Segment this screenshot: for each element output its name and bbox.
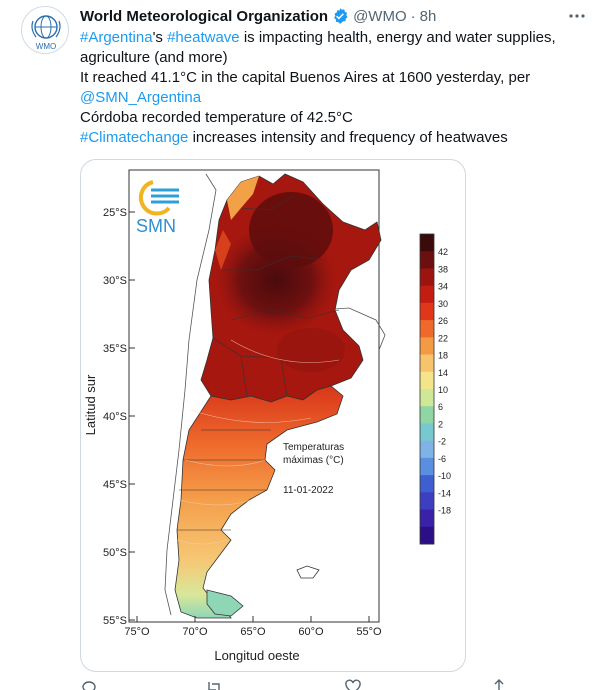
lat-tick-label: 30°S: [103, 275, 127, 287]
colorbar-label: 6: [438, 402, 443, 412]
andes-strip: [215, 230, 231, 270]
colorbar-segment: [420, 320, 434, 338]
tweet-header: World Meteorological Organization @WMO ·…: [80, 6, 436, 26]
colorbar-segment: [420, 371, 434, 390]
share-icon[interactable]: [490, 678, 508, 690]
avatar-label: WMO: [36, 42, 56, 51]
lat-axis: 25°S 30°S 35°S 40°S 45°S 50°S 55°S: [103, 207, 135, 627]
text-segment: is impacting health, energy and water su…: [80, 29, 556, 66]
colorbar-segment: [420, 389, 434, 407]
colorbar-segment: [420, 492, 434, 511]
text-line-3: @SMN_Argentina: [80, 88, 580, 108]
text-line-5: #Climatechange increases intensity and f…: [80, 128, 580, 148]
lon-tick-label: 70°O: [182, 626, 208, 638]
colorbar-label: -18: [438, 506, 451, 516]
mention-smn-argentina[interactable]: @SMN_Argentina: [80, 89, 202, 106]
colorbar-segment: [420, 268, 434, 287]
colorbar-label: 26: [438, 316, 448, 326]
hashtag-heatwave[interactable]: #heatwave: [167, 29, 240, 46]
colorbar-frame: [419, 233, 435, 545]
annotation-line-1: Temperaturas: [283, 442, 344, 453]
avatar[interactable]: WMO: [21, 6, 69, 54]
x-axis-label: Longitud oeste: [214, 648, 299, 663]
province-borders: [177, 195, 340, 531]
lat-tick-label: 50°S: [103, 547, 127, 559]
hot-north: [249, 192, 333, 268]
lat-tick-label: 55°S: [103, 615, 127, 627]
colorbar: 42 38 34 30 26 22 18 14 10 6 2 -2 -6 -10 -14 -18: [419, 233, 451, 545]
lon-tick-label: 55°O: [356, 626, 382, 638]
map-date: 11-01-2022: [283, 485, 334, 496]
colorbar-segment: [420, 251, 434, 269]
nw-cool-spot: [227, 176, 259, 220]
colorbar-label: 14: [438, 368, 448, 378]
text-segment: increases intensity and frequency of hea…: [188, 129, 508, 146]
hashtag-argentina[interactable]: #Argentina: [80, 29, 153, 46]
lat-tick-label: 35°S: [103, 343, 127, 355]
colorbar-label: -10: [438, 471, 451, 481]
like-icon[interactable]: [344, 678, 362, 690]
text-line-4: Córdoba recorded temperature of 42.5°C: [80, 109, 353, 126]
malvinas-islands: [296, 565, 320, 579]
lon-tick-label: 75°O: [124, 626, 150, 638]
colorbar-segment: [420, 475, 434, 493]
wmo-logo-icon: WMO: [31, 15, 61, 51]
colorbar-label: -14: [438, 488, 451, 498]
temperature-map: SMN 25°S 30°S 35°S 40°S 45°S 50°S 55°S 75°O 70°…: [83, 169, 451, 663]
media-image[interactable]: SMN 25°S 30°S 35°S 40°S 45°S 50°S 55°S 75°O 70°…: [80, 159, 466, 672]
colorbar-label: 18: [438, 351, 448, 361]
colorbar-label: 34: [438, 282, 448, 292]
map-south-region: [174, 385, 344, 619]
more-horizontal-icon[interactable]: [566, 6, 588, 26]
colorbar-segment: [420, 457, 434, 476]
hot-east: [277, 328, 345, 372]
isotherms: [176, 339, 340, 545]
colorbar-segment: [420, 285, 434, 304]
colorbar-label: 2: [438, 419, 443, 429]
colorbar-label: 10: [438, 385, 448, 395]
y-axis-label: Latitud sur: [83, 374, 98, 435]
colorbar-segment: [420, 423, 434, 442]
hashtag-climatechange[interactable]: #Climatechange: [80, 129, 189, 146]
smn-logo: SMN: [136, 180, 179, 236]
lat-tick-label: 45°S: [103, 479, 127, 491]
tierra-del-fuego: [206, 589, 244, 617]
lon-axis: 75°O 70°O 65°O 60°O 55°O: [124, 616, 382, 638]
colorbar-label: 38: [438, 264, 448, 274]
colorbar-label: 22: [438, 333, 448, 343]
retweet-icon[interactable]: [205, 678, 223, 690]
colorbar-label: 30: [438, 299, 448, 309]
colorbar-segment: [420, 302, 434, 321]
colorbar-label: -2: [438, 437, 446, 447]
separator: ·: [410, 7, 416, 25]
colorbar-segment: [420, 406, 434, 424]
text-line-1: #Argentina's #heatwave is impacting heal…: [80, 28, 580, 68]
colorbar-segment: [420, 526, 434, 545]
tweet-text: #Argentina's #heatwave is impacting heal…: [80, 28, 580, 148]
uruguay-border: [320, 307, 386, 351]
lon-tick-label: 65°O: [240, 626, 266, 638]
colorbar-segment: [420, 337, 434, 356]
text-line-2: It reached 41.1°C in the capital Buenos …: [80, 69, 531, 86]
author-name[interactable]: World Meteorological Organization: [80, 7, 329, 25]
annotation-line-2: máximas (°C): [283, 455, 344, 466]
reply-icon[interactable]: [80, 678, 98, 690]
colorbar-segment: [420, 440, 434, 459]
colorbar-segment: [420, 234, 434, 252]
lon-tick-label: 60°O: [298, 626, 324, 638]
lat-tick-label: 25°S: [103, 207, 127, 219]
smn-logo-text: SMN: [136, 216, 176, 236]
colorbar-label: -6: [438, 454, 446, 464]
verified-badge-icon: [331, 7, 349, 25]
lat-tick-label: 40°S: [103, 411, 127, 423]
text-segment: 's: [152, 29, 168, 46]
tweet-actions: [80, 678, 520, 690]
author-handle[interactable]: @WMO: [353, 7, 407, 25]
colorbar-segment: [420, 509, 434, 528]
tweet-time[interactable]: 8h: [419, 7, 437, 25]
chile-coastline: [164, 173, 217, 616]
colorbar-segment: [420, 354, 434, 373]
colorbar-label: 42: [438, 247, 448, 257]
